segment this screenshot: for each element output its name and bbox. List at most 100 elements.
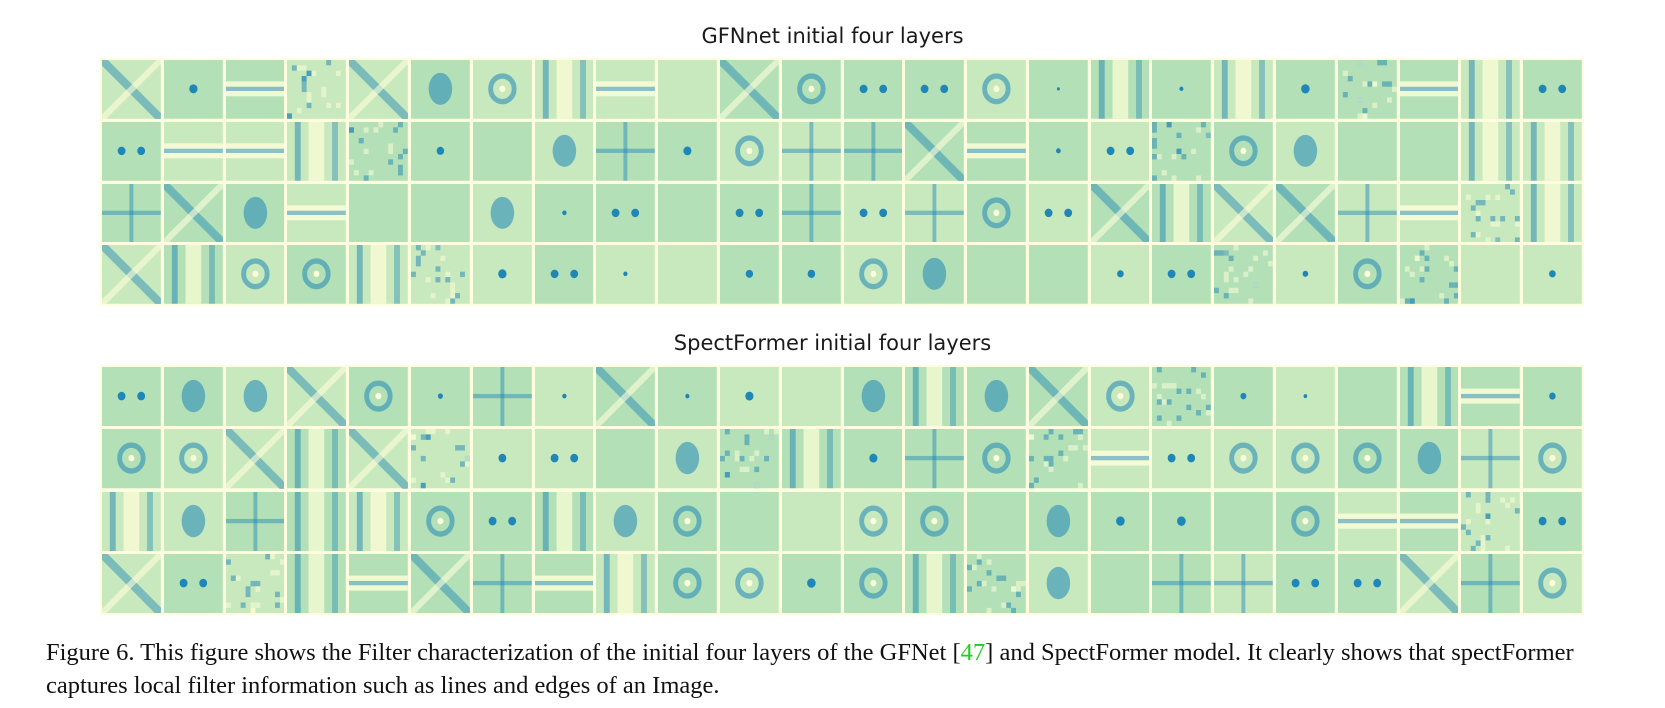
filter-tile <box>843 183 903 243</box>
filter-tile <box>349 367 408 427</box>
filter-tile <box>1461 121 1521 181</box>
filter-tile <box>596 553 656 613</box>
filter-tile <box>1152 553 1212 613</box>
filter-tile <box>225 183 285 243</box>
filter-tile <box>1214 245 1274 304</box>
filter-tile <box>1276 183 1335 243</box>
citation-link[interactable]: 47 <box>960 639 986 666</box>
caption-suffix: ] and SpectFormer model. It clearly show… <box>46 639 1574 699</box>
filter-tile <box>905 367 965 427</box>
panel-title-spectformer: SpectFormer initial four layers <box>673 331 992 355</box>
filter-tile <box>596 367 656 427</box>
filter-tile <box>1028 429 1088 489</box>
filter-tile <box>225 367 285 427</box>
filter-tile <box>1399 60 1459 119</box>
filter-tile <box>781 245 841 304</box>
filter-tile <box>1337 367 1397 427</box>
filter-tile <box>781 429 841 489</box>
filter-tile <box>1461 367 1521 427</box>
filter-tile <box>781 183 841 243</box>
filter-tile <box>1028 245 1088 304</box>
filter-tile <box>1152 429 1212 489</box>
filter-tile <box>349 553 408 613</box>
filter-tile <box>1028 121 1088 181</box>
filter-tile <box>658 183 717 243</box>
filter-tile <box>967 491 1026 551</box>
filter-tile <box>1523 367 1582 427</box>
filter-tile <box>967 183 1026 243</box>
filter-tile <box>410 60 470 119</box>
filter-tile <box>905 121 965 181</box>
filter-tile <box>596 183 656 243</box>
filter-tile <box>967 245 1026 304</box>
filter-tile <box>781 121 841 181</box>
filter-tile <box>163 60 223 119</box>
filter-tile <box>1214 553 1274 613</box>
filter-tile <box>410 429 470 489</box>
filter-tile <box>287 491 347 551</box>
filter-tile <box>719 245 779 304</box>
filter-tile <box>349 183 408 243</box>
filter-tile <box>1337 245 1397 304</box>
filter-tile <box>781 367 841 427</box>
filter-tile <box>1399 245 1459 304</box>
filter-tile <box>1090 429 1150 489</box>
filter-tile <box>781 491 841 551</box>
filter-tile <box>1337 121 1397 181</box>
filter-tile <box>1214 491 1274 551</box>
filter-tile <box>1461 245 1521 304</box>
filter-tile <box>1337 60 1397 119</box>
filter-tile <box>163 367 223 427</box>
filter-tile <box>472 121 532 181</box>
filter-tile <box>1337 491 1397 551</box>
filter-tile <box>287 245 347 304</box>
filter-tile <box>287 60 347 119</box>
filter-tile <box>163 121 223 181</box>
filter-tile <box>905 183 965 243</box>
filter-tile <box>1028 367 1088 427</box>
filter-tile <box>102 367 161 427</box>
filter-tile <box>102 429 161 489</box>
filter-tile <box>349 121 408 181</box>
filter-tile <box>1337 183 1397 243</box>
filter-tile <box>719 367 779 427</box>
filter-tile <box>1028 60 1088 119</box>
filter-tile <box>472 491 532 551</box>
filter-tile <box>410 121 470 181</box>
filter-tile <box>102 553 161 613</box>
filter-tile <box>1523 245 1582 304</box>
filter-tile <box>1090 367 1150 427</box>
filter-tile <box>1523 491 1582 551</box>
filter-tile <box>596 429 656 489</box>
filter-tile <box>967 121 1026 181</box>
filter-tile <box>472 245 532 304</box>
filter-tile <box>967 60 1026 119</box>
filter-tile <box>1523 121 1582 181</box>
filter-tile <box>163 553 223 613</box>
filter-tile <box>967 553 1026 613</box>
filter-tile <box>534 245 594 304</box>
filter-tile <box>1152 183 1212 243</box>
filter-tile <box>843 245 903 304</box>
filter-tile <box>843 553 903 613</box>
filter-tile <box>1090 60 1150 119</box>
figure-caption: Figure 6. This figure shows the Filter c… <box>46 636 1636 702</box>
filter-tile <box>102 121 161 181</box>
filter-tile <box>349 491 408 551</box>
filter-tile <box>1214 429 1274 489</box>
filter-tile <box>1028 553 1088 613</box>
caption-prefix: Figure 6. This figure shows the Filter c… <box>46 639 961 666</box>
filter-tile <box>1152 245 1212 304</box>
filter-tile <box>1090 491 1150 551</box>
filter-tile <box>1028 491 1088 551</box>
filter-tile <box>1276 121 1335 181</box>
filter-tile <box>534 60 594 119</box>
filter-tile <box>658 121 717 181</box>
filter-tile <box>1399 183 1459 243</box>
filter-tile <box>1276 60 1335 119</box>
filter-tile <box>843 121 903 181</box>
filter-tile <box>472 60 532 119</box>
filter-tile <box>1214 367 1274 427</box>
filter-tile <box>534 491 594 551</box>
filter-tile <box>658 245 717 304</box>
